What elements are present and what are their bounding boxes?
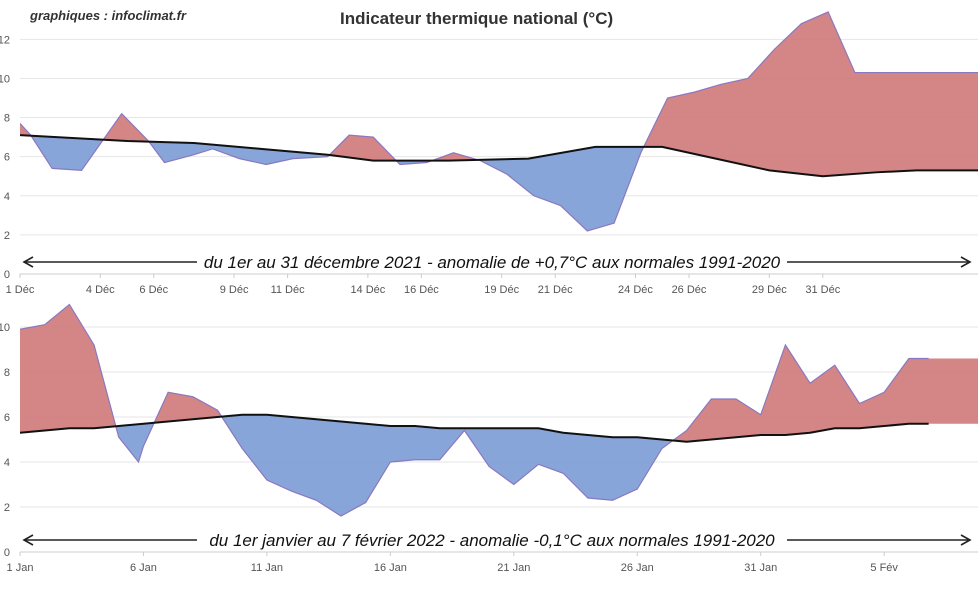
chart-title: Indicateur thermique national (°C) [340,9,614,28]
warm-anomaly-area [644,11,978,177]
cold-anomaly-area [478,146,644,231]
normal-line [20,413,929,443]
y-tick-label: 4 [4,191,10,203]
y-tick-label: 10 [0,73,10,85]
warm-anomaly-area [673,345,978,442]
x-tick-label: 21 Déc [538,284,573,296]
right-arrowhead [960,534,972,546]
x-tick-label: 16 Jan [374,562,407,574]
x-tick-label: 6 Déc [139,284,168,296]
cold-anomaly-area [32,135,103,171]
warm-anomaly-area [154,392,222,423]
y-tick-label: 8 [4,367,10,379]
x-tick-label: 21 Jan [497,562,530,574]
x-tick-label: 4 Déc [86,284,115,296]
cold-anomaly-area [149,141,330,165]
y-tick-label: 10 [0,322,10,334]
cold-anomaly-area [222,414,672,516]
y-tick-label: 6 [4,152,10,164]
x-tick-label: 26 Jan [621,562,654,574]
observed-line [20,11,978,232]
x-tick-label: 6 Jan [130,562,157,574]
chart-december-2021: 0 2 4 6 8 10 12 1 Déc 4 Déc 6 Déc 9 Déc 11 Déc 14 Dé… [0,11,978,296]
x-tick-label: 11 Déc [271,284,306,296]
y-tick-label: 8 [4,113,10,125]
warm-anomaly-area [20,304,116,433]
period-annotation: du 1er au 31 décembre 2021 - anomalie de… [204,253,781,272]
chart-january-february-2022: 0 2 4 6 8 10 1 Jan 6 Jan 11 Jan 16 Jan 21 Jan 26 Ja… [0,303,978,574]
y-tick-label: 4 [4,457,10,469]
y-tick-label: 0 [4,269,10,281]
x-tick-label: 19 Déc [484,284,519,296]
x-tick-label: 1 Jan [7,562,34,574]
right-arrowhead [960,256,972,268]
x-tick-label: 16 Déc [404,284,439,296]
x-tick-label: 26 Déc [672,284,707,296]
left-arrowhead [22,534,34,546]
period-annotation: du 1er janvier au 7 février 2022 - anoma… [209,531,775,550]
cold-anomaly-area [116,422,154,462]
x-tick-label: 14 Déc [350,284,385,296]
y-tick-label: 2 [4,502,10,514]
x-tick-label: 31 Déc [805,284,840,296]
x-tick-label: 24 Déc [618,284,653,296]
observed-line [20,303,929,517]
x-tick-label: 31 Jan [744,562,777,574]
warm-anomaly-area [330,135,396,161]
warm-anomaly-area [432,152,478,161]
left-arrowhead [22,256,34,268]
warm-anomaly-area [104,113,149,142]
x-tick-label: 29 Déc [752,284,787,296]
y-tick-label: 12 [0,34,10,46]
x-tick-label: 9 Déc [220,284,249,296]
y-tick-label: 6 [4,412,10,424]
x-tick-label: 11 Jan [251,562,283,574]
credit-text: graphiques : infoclimat.fr [30,8,187,23]
normal-line [20,134,978,178]
y-tick-label: 0 [4,547,10,559]
x-tick-label: 5 Fév [870,562,898,574]
y-tick-label: 2 [4,230,10,242]
x-tick-label: 1 Déc [6,284,35,296]
